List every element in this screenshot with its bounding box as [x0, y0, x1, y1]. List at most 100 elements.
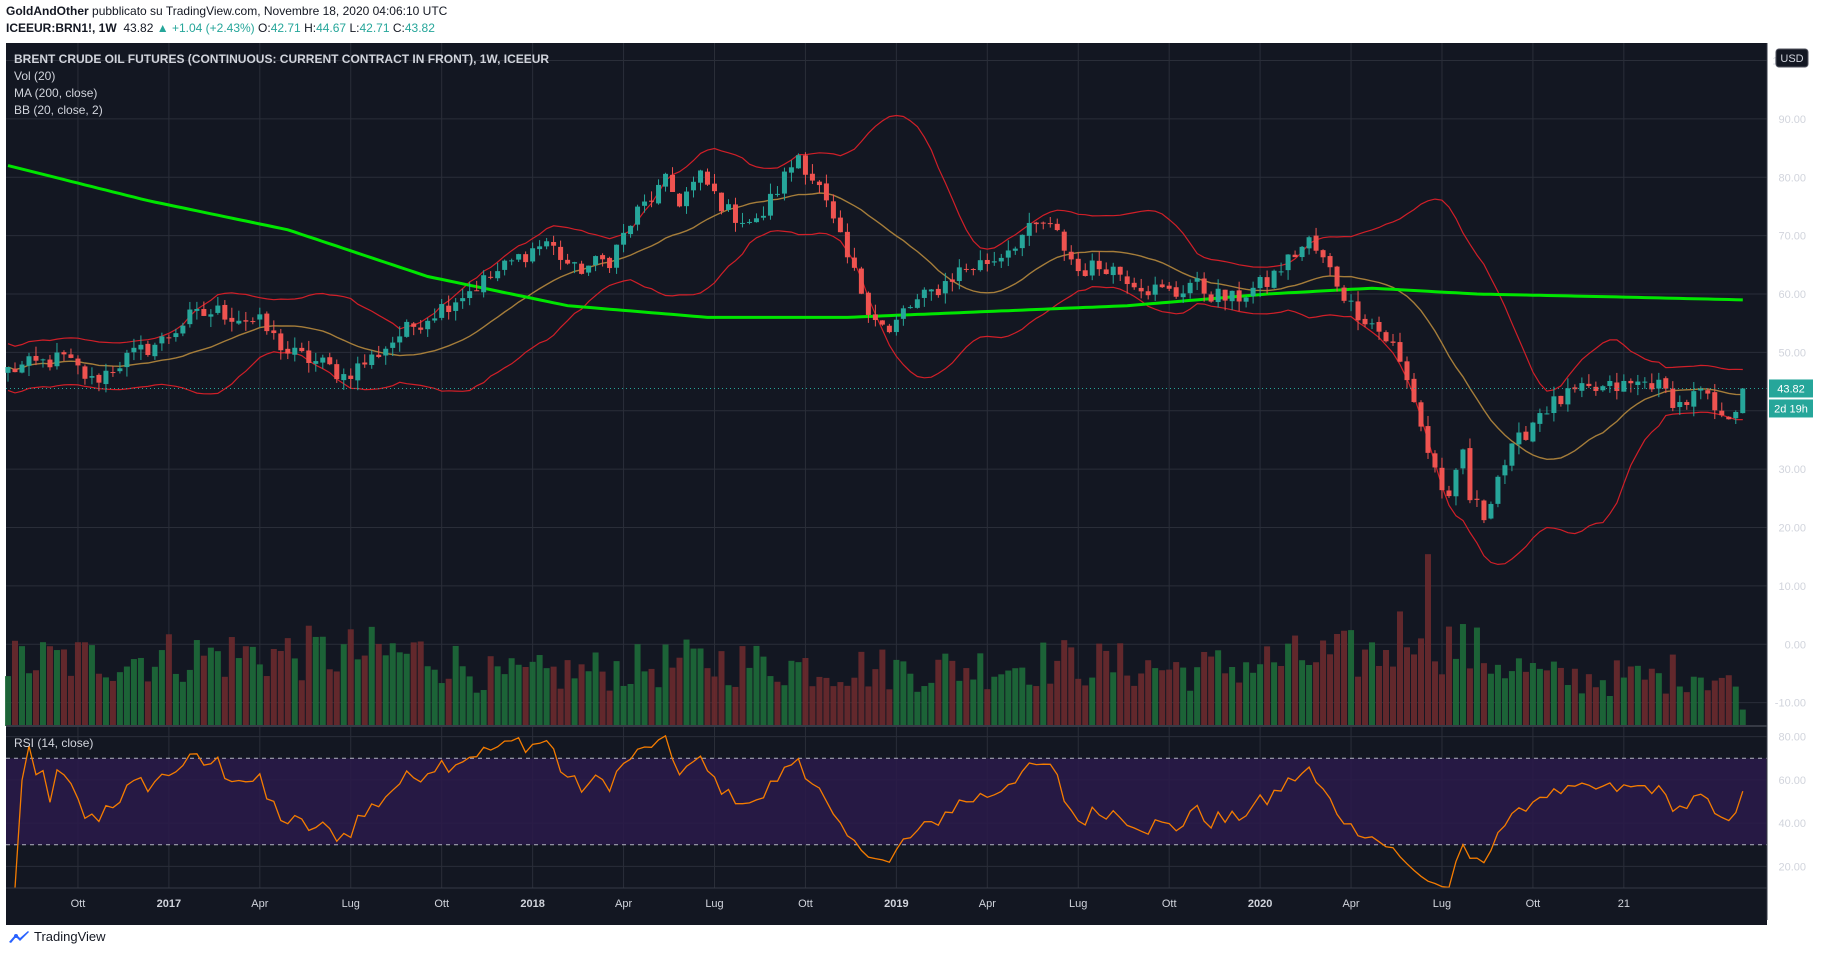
- rsi-pane[interactable]: [6, 734, 1767, 889]
- legend-rsi[interactable]: RSI (14, close): [14, 736, 94, 750]
- candle: [1201, 278, 1207, 294]
- time-tick-label: Ott: [798, 898, 813, 910]
- candle: [33, 355, 39, 361]
- candle: [656, 184, 662, 204]
- price-tick-label: 50.00: [1778, 347, 1806, 359]
- volume-bar: [1348, 630, 1355, 726]
- candle: [439, 304, 445, 318]
- volume-bar: [172, 673, 179, 726]
- volume-bar: [74, 642, 81, 726]
- volume-bar: [18, 646, 25, 726]
- candle: [271, 330, 277, 334]
- candles[interactable]: [5, 152, 1746, 524]
- volume-bar: [1529, 663, 1536, 726]
- high-value: 44.67: [316, 21, 347, 35]
- volume-bar: [1376, 665, 1383, 726]
- candle: [285, 348, 291, 354]
- candle: [816, 181, 822, 186]
- volume-bar: [1313, 662, 1320, 726]
- volume-bar: [1383, 650, 1390, 726]
- time-tick-label: Ott: [434, 898, 449, 910]
- volume-bar: [550, 666, 557, 726]
- candle: [509, 260, 515, 262]
- volume-bar: [956, 680, 963, 726]
- candle: [530, 248, 536, 262]
- candle: [1152, 284, 1158, 295]
- volume-bar: [263, 676, 270, 726]
- volume-bar: [1082, 685, 1089, 726]
- candle: [1215, 288, 1221, 303]
- volume-bar: [648, 668, 655, 726]
- candle: [1376, 321, 1382, 332]
- volume-bar: [774, 681, 781, 726]
- candle: [1096, 260, 1102, 270]
- volume-bar: [1054, 660, 1061, 726]
- volume-bar: [991, 676, 998, 726]
- candle: [1705, 390, 1711, 394]
- candle: [404, 321, 410, 337]
- legend-ma[interactable]: MA (200, close): [14, 86, 98, 100]
- candle: [998, 257, 1004, 262]
- candle: [900, 308, 906, 319]
- volume-bar: [739, 646, 746, 726]
- candle: [173, 333, 179, 338]
- candle: [488, 276, 494, 278]
- candle: [921, 289, 927, 298]
- candle: [1383, 332, 1389, 342]
- volume-bar: [291, 658, 298, 726]
- candle: [12, 368, 18, 373]
- candle: [914, 299, 920, 308]
- candle: [949, 279, 955, 282]
- volume-bar: [697, 648, 704, 726]
- candle: [788, 167, 794, 173]
- candle: [1131, 282, 1137, 288]
- volume-bar: [1236, 682, 1243, 726]
- volume-bar: [312, 636, 319, 726]
- volume-bar: [1026, 684, 1033, 726]
- candle: [75, 358, 81, 366]
- price-axis[interactable]: 100.0090.0080.0070.0060.0050.0040.0030.0…: [1772, 56, 1806, 874]
- volume-bar: [1075, 678, 1082, 726]
- volume-bar: [1739, 709, 1746, 726]
- volume-bar: [186, 669, 193, 726]
- volume-bar: [984, 689, 991, 726]
- volume-bar: [193, 640, 200, 726]
- candle: [977, 260, 983, 271]
- time-tick-label: Apr: [251, 898, 268, 910]
- candle: [558, 246, 564, 260]
- candle: [1712, 392, 1718, 411]
- candle: [760, 215, 766, 218]
- volume-bar: [1459, 624, 1466, 726]
- candle: [362, 362, 368, 365]
- volume-bar: [1110, 672, 1117, 726]
- candle: [802, 155, 808, 175]
- volume-bar: [753, 645, 760, 726]
- legend-vol[interactable]: Vol (20): [14, 69, 56, 83]
- candle: [19, 364, 25, 373]
- candle: [1432, 453, 1438, 468]
- bb-basis-line: [7, 192, 1743, 461]
- candle: [1656, 379, 1662, 389]
- volume-bar: [816, 676, 823, 726]
- volume-bar: [1250, 672, 1257, 726]
- candle: [649, 200, 655, 202]
- volume-bar: [830, 686, 837, 726]
- volume-bars: [5, 554, 1746, 726]
- publisher-line: GoldAndOther pubblicato su TradingView.c…: [6, 4, 447, 18]
- candle: [1642, 381, 1648, 383]
- candle: [341, 374, 347, 381]
- candle: [467, 291, 473, 299]
- volume-bar: [410, 642, 417, 726]
- currency-badge[interactable]: USD: [1775, 48, 1809, 68]
- candle: [1530, 422, 1536, 442]
- volume-bar: [1648, 668, 1655, 726]
- footer[interactable]: TradingView: [8, 929, 106, 944]
- candle: [1418, 402, 1424, 427]
- volume-bar: [459, 666, 466, 726]
- time-axis[interactable]: Ott 2017 Apr Lug Ott 2018 Apr Lug Ott 2019 Apr Lug O…: [71, 898, 1630, 910]
- candle: [1579, 383, 1585, 391]
- candle: [1446, 490, 1452, 497]
- candle: [306, 350, 312, 363]
- legend-bb[interactable]: BB (20, close, 2): [14, 103, 103, 117]
